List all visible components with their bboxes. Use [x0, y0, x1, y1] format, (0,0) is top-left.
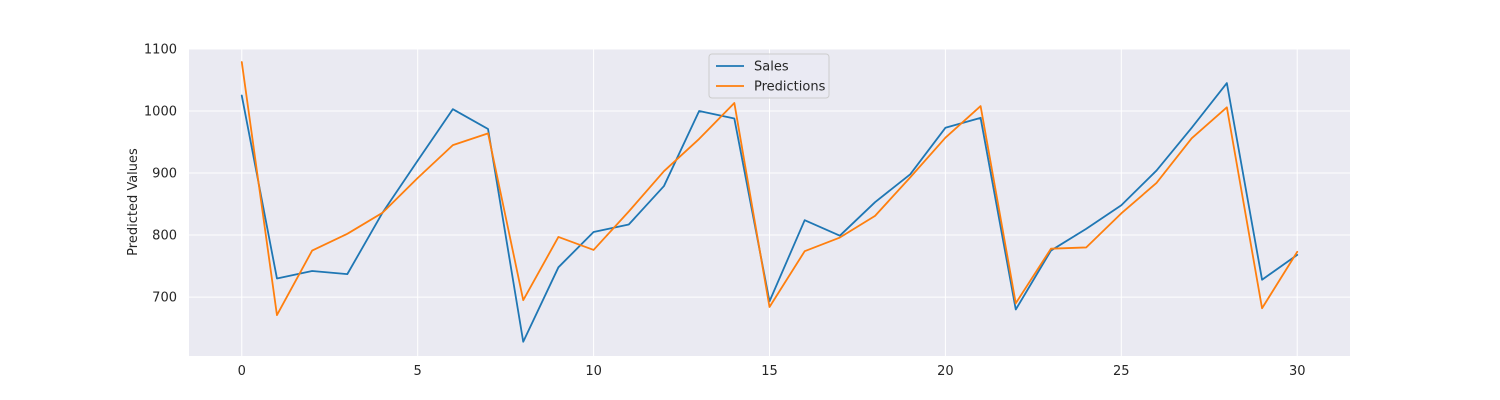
series-lines	[240, 61, 1299, 343]
series-line-sales	[240, 82, 1299, 343]
y-tick-labels: 700 800 900 1000 1100	[144, 43, 177, 306]
y-axis-label: Predicted Values	[126, 148, 141, 256]
legend: Sales Predictions	[708, 53, 830, 99]
y-tick-label: 1100	[144, 43, 177, 58]
x-tick-label: 0	[238, 364, 246, 379]
y-grid	[189, 48, 1350, 298]
series-line-predictions	[240, 61, 1299, 316]
x-tick-label: 15	[761, 364, 778, 379]
y-tick-label: 700	[152, 291, 177, 306]
x-tick-label: 25	[1113, 364, 1130, 379]
legend-label-sales: Sales	[754, 60, 789, 75]
x-tick-label: 10	[585, 364, 602, 379]
x-tick-labels: 0 5 10 15 20 25 30	[238, 364, 1306, 379]
legend-label-predictions: Predictions	[754, 80, 826, 95]
y-tick-label: 1000	[144, 105, 177, 120]
x-tick-label: 20	[937, 364, 954, 379]
x-tick-label: 5	[414, 364, 422, 379]
y-tick-label: 800	[152, 229, 177, 244]
x-tick-label: 30	[1289, 364, 1306, 379]
y-tick-label: 900	[152, 167, 177, 182]
legend-frame	[708, 53, 830, 99]
